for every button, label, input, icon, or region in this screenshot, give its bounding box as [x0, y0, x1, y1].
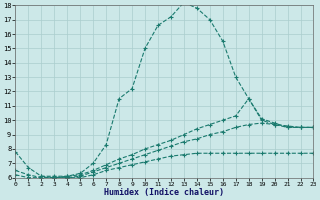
X-axis label: Humidex (Indice chaleur): Humidex (Indice chaleur)	[104, 188, 224, 197]
